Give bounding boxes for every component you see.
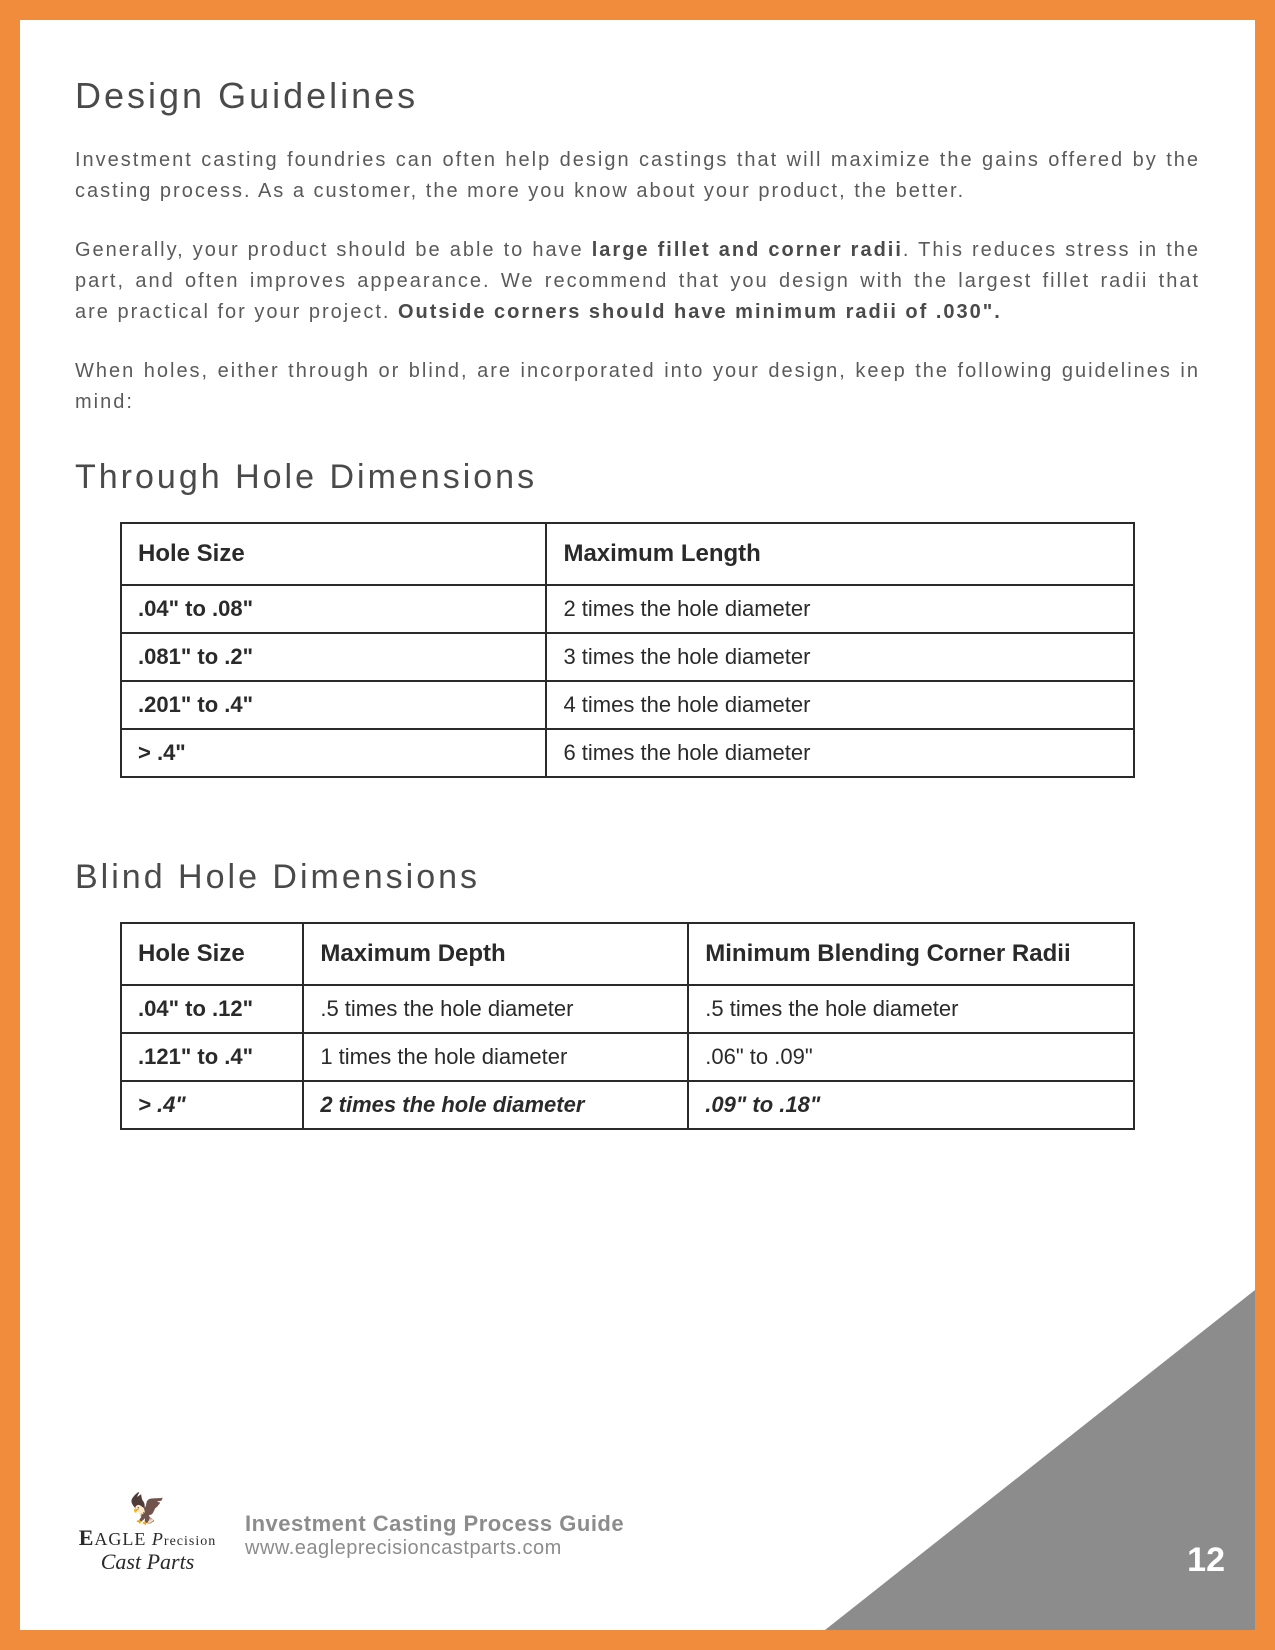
p2-text-a: Generally, your product should be able t… (75, 239, 592, 261)
col-hole-size: Hole Size (121, 523, 546, 585)
footer-url: www.eagleprecisioncastparts.com (245, 1537, 624, 1560)
intro-paragraph-2: Generally, your product should be able t… (75, 235, 1200, 328)
col-max-length: Maximum Length (546, 523, 1134, 585)
col-min-radii: Minimum Blending Corner Radii (688, 923, 1134, 985)
company-logo: 🦅 EAGLE Precision Cast Parts (75, 1495, 220, 1575)
footer-doc-title: Investment Casting Process Guide (245, 1511, 624, 1537)
logo-line-1: EAGLE Precision (75, 1525, 220, 1551)
blind-hole-heading: Blind Hole Dimensions (75, 858, 1200, 897)
p2-bold-1: large fillet and corner radii (592, 239, 903, 261)
table-row: .121" to .4"1 times the hole diameter.06… (121, 1033, 1134, 1081)
blind-hole-table: Hole Size Maximum Depth Minimum Blending… (120, 922, 1135, 1130)
logo-line-2: Cast Parts (75, 1549, 220, 1575)
col-max-depth: Maximum Depth (303, 923, 688, 985)
table-row: > .4"2 times the hole diameter.09" to .1… (121, 1081, 1134, 1129)
intro-paragraph-1: Investment casting foundries can often h… (75, 145, 1200, 207)
eagle-icon: 🦅 (75, 1495, 220, 1525)
table-row: .081" to .2"3 times the hole diameter (121, 633, 1134, 681)
page-number: 12 (1187, 1541, 1225, 1580)
through-hole-table: Hole Size Maximum Length .04" to .08"2 t… (120, 522, 1135, 778)
through-hole-heading: Through Hole Dimensions (75, 458, 1200, 497)
table-header-row: Hole Size Maximum Length (121, 523, 1134, 585)
table-row: .04" to .08"2 times the hole diameter (121, 585, 1134, 633)
page-footer: 12 🦅 EAGLE Precision Cast Parts Investme… (20, 1370, 1255, 1630)
table-row: .04" to .12".5 times the hole diameter.5… (121, 985, 1134, 1033)
table-header-row: Hole Size Maximum Depth Minimum Blending… (121, 923, 1134, 985)
footer-doc-title-block: Investment Casting Process Guide www.eag… (245, 1511, 624, 1560)
table-row: > .4"6 times the hole diameter (121, 729, 1134, 777)
col-hole-size: Hole Size (121, 923, 303, 985)
intro-paragraph-3: When holes, either through or blind, are… (75, 356, 1200, 418)
p2-bold-2: Outside corners should have minimum radi… (398, 301, 1002, 323)
footer-logo-block: 🦅 EAGLE Precision Cast Parts Investment … (75, 1495, 624, 1575)
table-row: .201" to .4"4 times the hole diameter (121, 681, 1134, 729)
page-title: Design Guidelines (75, 75, 1200, 117)
